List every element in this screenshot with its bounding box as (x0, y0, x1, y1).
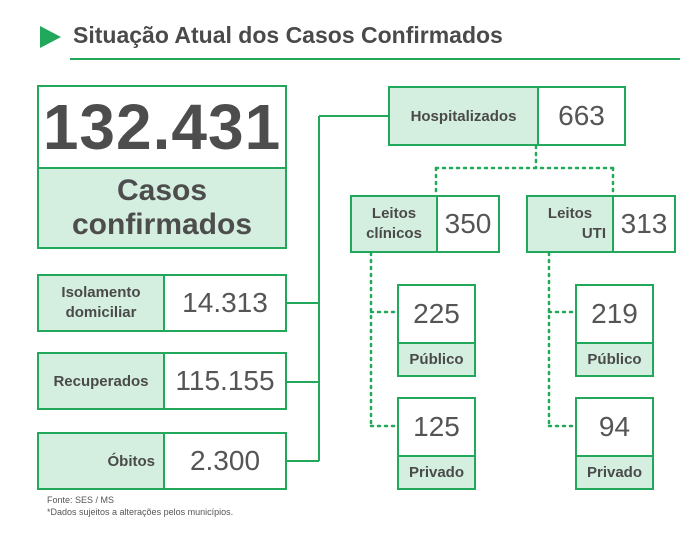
leitos-uti-label-line1: Leitos (547, 205, 593, 222)
footer-source: Fonte: SES / MS (47, 495, 115, 505)
leitos-clinicos-value-box: 350 (436, 195, 500, 253)
uti-publico-value: 219 (591, 298, 638, 329)
leitos-clinicos-label-line2: clínicos (366, 225, 422, 242)
uti-publico-value-box: 219 (575, 284, 654, 344)
leitos-uti-value: 313 (620, 208, 668, 239)
clinicos-publico-value-box: 225 (397, 284, 476, 344)
hospitalizados-label: Hospitalizados (410, 107, 517, 125)
recuperados-value-box: 115.155 (163, 352, 287, 410)
uti-publico-label: Público (587, 351, 642, 368)
hospitalizados-value-box: 663 (537, 86, 626, 146)
clinicos-publico-label-box: Público (397, 342, 476, 377)
leitos-clinicos-label-box: Leitos clínicos (350, 195, 438, 253)
total-cases-value-box: 132.431 (37, 85, 287, 169)
clinicos-privado-value: 125 (413, 411, 460, 442)
recuperados-label: Recuperados (53, 372, 149, 390)
isolamento-label-line1: Isolamento (61, 284, 141, 301)
obitos-value: 2.300 (189, 445, 261, 476)
leitos-uti-label-line2: UTI (581, 225, 606, 242)
uti-privado-label-box: Privado (575, 455, 654, 490)
isolamento-value-box: 14.313 (163, 274, 287, 332)
uti-privado-value-box: 94 (575, 397, 654, 457)
hospitalizados-value: 663 (558, 100, 605, 131)
page-title: Situação Atual dos Casos Confirmados (73, 22, 503, 48)
total-cases-label-line2: confirmados (71, 208, 253, 241)
uti-privado-value: 94 (598, 411, 631, 442)
clinicos-publico-value: 225 (413, 298, 460, 329)
header-arrow-icon (40, 26, 61, 48)
total-cases-label-box: Casos confirmados (37, 167, 287, 249)
uti-privado-label: Privado (586, 464, 643, 481)
footer-note: *Dados sujeitos a alterações pelos munic… (47, 507, 234, 517)
obitos-label-box: Óbitos (37, 432, 165, 490)
recuperados-value: 115.155 (175, 365, 275, 396)
hospitalizados-label-box: Hospitalizados (388, 86, 539, 146)
obitos-label: Óbitos (107, 452, 156, 470)
isolamento-label-line2: domiciliar (65, 304, 137, 321)
obitos-value-box: 2.300 (163, 432, 287, 490)
clinicos-publico-label: Público (409, 351, 464, 368)
uti-publico-label-box: Público (575, 342, 654, 377)
total-cases-label-line1: Casos (116, 174, 208, 207)
leitos-clinicos-value: 350 (444, 208, 492, 239)
clinicos-privado-label: Privado (408, 464, 465, 481)
clinicos-privado-value-box: 125 (397, 397, 476, 457)
isolamento-label-box: Isolamento domiciliar (37, 274, 165, 332)
isolamento-value: 14.313 (182, 287, 268, 318)
total-cases-value: 132.431 (42, 91, 282, 163)
leitos-clinicos-label-line1: Leitos (371, 205, 417, 222)
clinicos-privado-label-box: Privado (397, 455, 476, 490)
recuperados-label-box: Recuperados (37, 352, 165, 410)
leitos-uti-label-box: Leitos UTI (526, 195, 614, 253)
leitos-uti-value-box: 313 (612, 195, 676, 253)
